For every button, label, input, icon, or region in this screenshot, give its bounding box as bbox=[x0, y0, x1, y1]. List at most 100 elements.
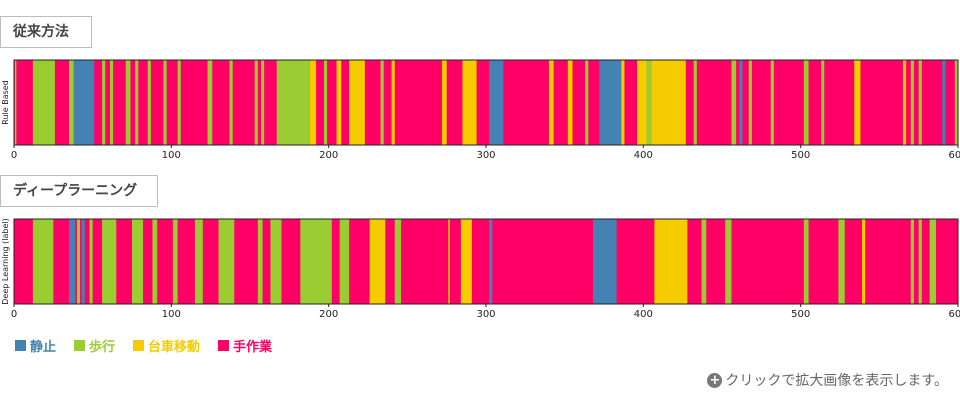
activity-segment bbox=[309, 60, 317, 145]
activity-segment bbox=[349, 60, 365, 145]
legend-swatch-stationary bbox=[15, 340, 26, 351]
zoom-link[interactable]: + クリックで拡大画像を表示します。 bbox=[707, 370, 948, 390]
activity-segment bbox=[125, 60, 131, 145]
legend-swatch-walking bbox=[74, 340, 86, 351]
activity-segment bbox=[441, 60, 447, 145]
activity-segment bbox=[803, 60, 809, 145]
background-segment bbox=[14, 60, 958, 145]
activity-segment bbox=[637, 60, 647, 145]
activity-segment bbox=[910, 60, 914, 145]
activity-segment bbox=[548, 60, 554, 145]
activity-segment bbox=[489, 60, 504, 145]
x-tick-label: 200 bbox=[319, 150, 338, 161]
section-label-rule-based: 従来方法 bbox=[0, 16, 92, 48]
zoom-note-text: クリックで拡大画像を表示します。 bbox=[725, 373, 948, 389]
activity-segment bbox=[725, 219, 732, 304]
activity-segment bbox=[567, 60, 573, 145]
activity-segment bbox=[135, 60, 139, 145]
y-axis-label: Rule Based bbox=[1, 80, 10, 125]
activity-segment bbox=[32, 60, 55, 145]
activity-segment bbox=[838, 219, 845, 304]
x-tick-label: 0 bbox=[11, 309, 17, 320]
activity-segment bbox=[69, 60, 74, 145]
legend-swatch-cart-moving bbox=[133, 340, 145, 351]
x-tick-label: 500 bbox=[791, 150, 810, 161]
legend-item-stationary: 静止 bbox=[15, 336, 56, 355]
activity-segment bbox=[172, 219, 178, 304]
activity-segment bbox=[132, 219, 144, 304]
section-label-deep-learning: ディープラーニング bbox=[0, 175, 158, 207]
activity-segment bbox=[821, 60, 825, 145]
activity-segment bbox=[32, 219, 54, 304]
activity-segment bbox=[391, 60, 395, 145]
activity-segment bbox=[585, 60, 589, 145]
activity-segment bbox=[701, 219, 707, 304]
activity-segment bbox=[942, 60, 946, 145]
activity-segment bbox=[651, 60, 686, 145]
activity-segment bbox=[207, 60, 213, 145]
legend-item-cart-moving: 台車移動 bbox=[133, 336, 200, 355]
x-tick-label: 300 bbox=[476, 309, 495, 320]
x-tick-label: 300 bbox=[476, 150, 495, 161]
activity-segment bbox=[918, 219, 922, 304]
activity-segment bbox=[854, 60, 861, 145]
activity-segment bbox=[276, 60, 310, 145]
activity-segment bbox=[339, 219, 350, 304]
x-tick-label: 600 bbox=[948, 150, 960, 161]
activity-segment bbox=[902, 60, 907, 145]
activity-segment bbox=[954, 60, 958, 145]
activity-segment bbox=[69, 219, 76, 304]
activity-segment bbox=[76, 219, 81, 304]
activity-segment bbox=[748, 60, 752, 145]
x-tick-label: 0 bbox=[11, 150, 17, 161]
activity-segment bbox=[380, 60, 384, 145]
activity-segment bbox=[621, 60, 625, 145]
activity-segment bbox=[109, 60, 114, 145]
legend-label-cart-moving: 台車移動 bbox=[148, 340, 201, 355]
legend-label-manual-work: 手作業 bbox=[233, 340, 273, 355]
plus-circle-icon: + bbox=[707, 372, 723, 388]
activity-segment bbox=[693, 60, 697, 145]
activity-segment bbox=[229, 60, 233, 145]
activity-segment bbox=[910, 219, 914, 304]
x-tick-label: 100 bbox=[162, 150, 181, 161]
activity-segment bbox=[654, 219, 688, 304]
activity-segment bbox=[394, 219, 402, 304]
activity-segment bbox=[646, 60, 652, 145]
activity-segment bbox=[81, 219, 85, 304]
activity-segment bbox=[592, 219, 617, 304]
timeline-chart-deep-learning[interactable]: 0 100 200 300 400 500 600 Deep Learning (label) bbox=[0, 218, 960, 320]
activity-segment bbox=[739, 60, 743, 145]
activity-segment bbox=[102, 60, 106, 145]
x-tick-label: 200 bbox=[319, 309, 338, 320]
activity-segment bbox=[300, 219, 332, 304]
x-tick-label: 500 bbox=[791, 309, 810, 320]
activity-segment bbox=[257, 219, 263, 304]
y-axis-label: Deep Learning (label) bbox=[1, 218, 10, 305]
activity-segment bbox=[731, 60, 737, 145]
legend-item-walking: 歩行 bbox=[74, 336, 115, 355]
x-tick-label: 400 bbox=[634, 150, 653, 161]
activity-segment bbox=[73, 60, 95, 145]
activity-segment bbox=[218, 219, 235, 304]
activity-segment bbox=[462, 60, 477, 145]
activity-segment bbox=[918, 60, 922, 145]
activity-segment bbox=[448, 219, 450, 304]
activity-segment bbox=[369, 219, 386, 304]
legend-label-stationary: 静止 bbox=[30, 340, 57, 355]
activity-segment bbox=[599, 60, 622, 145]
activity-segment bbox=[270, 219, 282, 304]
activity-segment bbox=[147, 60, 151, 145]
activity-segment bbox=[14, 60, 17, 145]
activity-segment bbox=[194, 219, 203, 304]
activity-segment bbox=[770, 60, 774, 145]
activity-segment bbox=[254, 60, 258, 145]
activity-segment bbox=[460, 219, 472, 304]
legend: 静止 歩行 台車移動 手作業 bbox=[15, 336, 272, 355]
activity-segment bbox=[323, 60, 328, 145]
activity-segment bbox=[261, 60, 265, 145]
x-tick-label: 400 bbox=[634, 309, 653, 320]
timeline-chart-rule-based[interactable]: 0 100 200 300 400 500 600 Rule Based bbox=[0, 59, 960, 161]
x-tick-label: 600 bbox=[948, 309, 960, 320]
activity-segment bbox=[102, 219, 117, 304]
